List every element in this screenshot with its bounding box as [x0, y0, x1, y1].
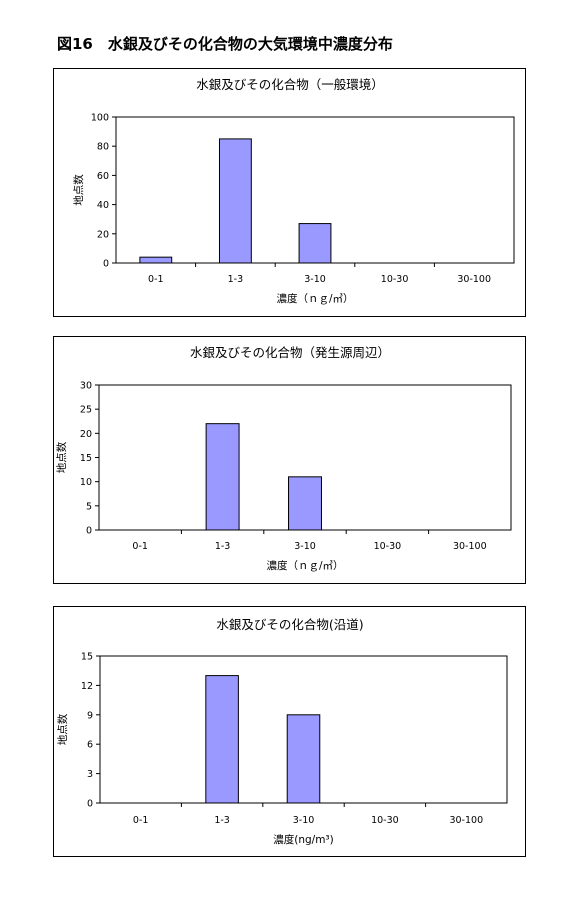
bar-roadside-1-3 — [205, 675, 239, 804]
x-axis-label: 濃度(ng/m³) — [273, 833, 334, 846]
bar-general-1-3 — [218, 138, 252, 264]
y-tick-label: 60 — [97, 171, 109, 182]
x-tick-label: 3-10 — [304, 274, 326, 285]
chart-panel-general: 水銀及びその化合物（一般環境） 0 20 40 60 80 100 0-1 1-3 3-10 10-… — [53, 68, 526, 317]
chart-title: 水銀及びその化合物(沿道) — [216, 617, 363, 632]
chart-general-environment: 水銀及びその化合物（一般環境） 0 20 40 60 80 100 0-1 1-3 3-10 10-… — [72, 77, 515, 305]
x-tick-label: 3-10 — [294, 541, 316, 552]
y-tick-label: 20 — [97, 229, 109, 240]
x-tick-label: 10-30 — [371, 815, 399, 826]
y-tick-label: 0 — [103, 259, 109, 270]
x-axis-label: 濃度（ｎｇ/㎥） — [266, 559, 343, 572]
bar-source-1-3 — [205, 423, 240, 531]
y-tick-label: 30 — [80, 381, 92, 392]
y-tick-label: 25 — [80, 405, 92, 416]
y-axis-label: 地点数 — [72, 174, 85, 206]
y-tick-label: 15 — [80, 453, 92, 464]
x-tick-label: 30-100 — [453, 541, 487, 552]
bar-roadside-3-10 — [286, 714, 321, 804]
y-tick-label: 12 — [81, 681, 93, 692]
chart-source-vicinity: 水銀及びその化合物（発生源周辺） 0 5 10 15 20 25 30 0-1 1-3 3-10 10… — [55, 345, 512, 572]
x-axis-label: 濃度（ｎｇ/㎥） — [276, 292, 353, 305]
y-tick-label: 9 — [87, 710, 93, 721]
x-tick-label: 3-10 — [293, 815, 315, 826]
x-tick-label: 1-3 — [214, 815, 230, 826]
y-axis-label: 地点数 — [56, 713, 69, 745]
y-tick-label: 80 — [97, 142, 109, 153]
chart-title: 水銀及びその化合物（一般環境） — [196, 77, 384, 92]
y-axis-label: 地点数 — [55, 441, 68, 473]
x-tick-label: 1-3 — [228, 274, 244, 285]
x-tick-label: 1-3 — [215, 541, 231, 552]
chart-panel-roadside: 水銀及びその化合物(沿道) 0 3 6 9 12 15 0-1 1-3 3-10 10-30 30-1… — [53, 606, 526, 857]
y-tick-label: 15 — [81, 652, 93, 663]
y-tick-label: 20 — [80, 429, 92, 440]
y-tick-label: 100 — [91, 113, 109, 124]
page-title: 図16 水銀及びその化合物の大気環境中濃度分布 — [57, 35, 393, 53]
x-tick-label: 30-100 — [449, 815, 483, 826]
chart-panel-source: 水銀及びその化合物（発生源周辺） 0 5 10 15 20 25 30 0-1 1-3 3-10 10… — [53, 336, 526, 584]
y-tick-label: 6 — [87, 740, 93, 751]
x-tick-label: 10-30 — [374, 541, 402, 552]
chart-roadside: 水銀及びその化合物(沿道) 0 3 6 9 12 15 0-1 1-3 3-10 10-30 30-1… — [56, 617, 508, 846]
bar-general-0-1 — [139, 256, 173, 264]
chart-title: 水銀及びその化合物（発生源周辺） — [190, 345, 390, 360]
y-tick-label: 0 — [87, 799, 93, 810]
x-tick-label: 10-30 — [381, 274, 409, 285]
y-tick-label: 0 — [86, 526, 92, 537]
x-tick-label: 0-1 — [133, 815, 149, 826]
y-tick-label: 10 — [80, 477, 92, 488]
x-tick-label: 0-1 — [148, 274, 164, 285]
x-tick-label: 30-100 — [457, 274, 491, 285]
bar-source-3-10 — [288, 476, 322, 531]
y-tick-label: 5 — [86, 501, 92, 512]
x-tick-label: 0-1 — [132, 541, 148, 552]
y-tick-label: 3 — [87, 769, 93, 780]
bar-general-3-10 — [298, 223, 332, 264]
y-tick-label: 40 — [97, 200, 109, 211]
